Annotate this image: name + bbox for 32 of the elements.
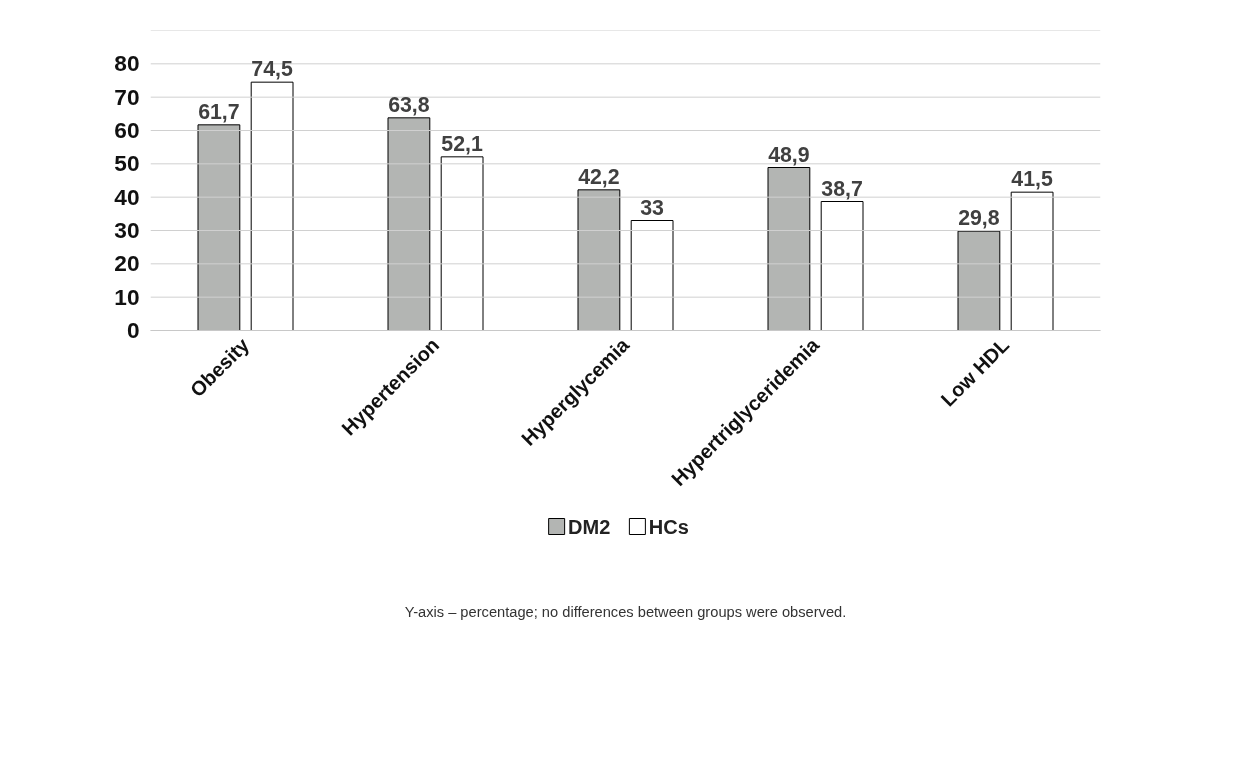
y-tick-label: 70 <box>114 83 140 110</box>
y-tick-label: 40 <box>114 183 140 210</box>
bar <box>820 201 864 331</box>
data-label: 38,7 <box>821 176 863 201</box>
y-tick-label: 0 <box>126 317 140 343</box>
bar <box>197 124 241 331</box>
legend-label: DM2 <box>568 515 611 538</box>
bar <box>767 167 811 331</box>
text: Y-axis – percentage; no differences between groups were observed. <box>404 604 847 621</box>
bar <box>577 189 621 331</box>
data-label: 33 <box>640 195 665 220</box>
y-tick-label: 20 <box>114 250 140 277</box>
bar <box>1010 191 1054 331</box>
bar <box>957 230 1001 331</box>
data-label: 52,1 <box>441 131 483 156</box>
y-tick-label: 10 <box>114 283 140 310</box>
y-tick-label: 60 <box>114 117 140 143</box>
data-label: 61,7 <box>198 99 240 124</box>
y-tick-label: 80 <box>114 50 140 77</box>
data-label: 41,5 <box>1011 167 1053 192</box>
bar <box>440 156 484 331</box>
bar <box>630 220 674 331</box>
bar <box>387 117 431 331</box>
data-label: 42,2 <box>578 164 620 189</box>
y-tick-label: 50 <box>114 150 140 177</box>
data-label: 48,9 <box>768 142 810 167</box>
data-label: 63,8 <box>388 92 430 117</box>
y-tick-label: 30 <box>114 217 140 243</box>
bar <box>250 81 294 331</box>
data-label: 74,5 <box>251 57 293 82</box>
legend-label: HCs <box>648 515 689 538</box>
data-label: 29,8 <box>958 206 1000 231</box>
